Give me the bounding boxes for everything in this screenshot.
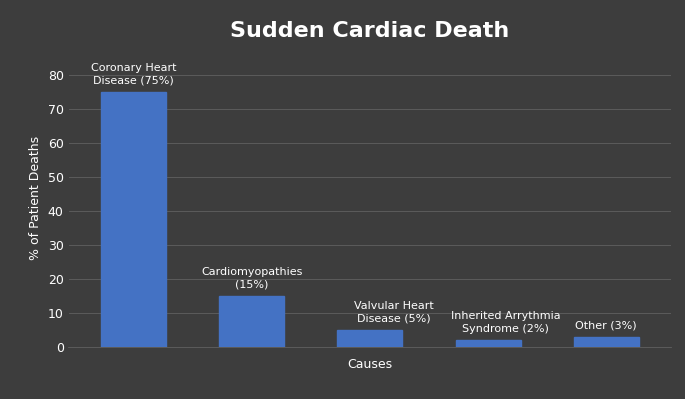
Bar: [574, 337, 639, 347]
Text: Inherited Arrythmia
Syndrome (2%): Inherited Arrythmia Syndrome (2%): [451, 311, 560, 334]
Bar: [456, 340, 521, 347]
Text: Coronary Heart
Disease (75%): Coronary Heart Disease (75%): [90, 63, 176, 85]
Text: Valvular Heart
Disease (5%): Valvular Heart Disease (5%): [353, 301, 434, 323]
Title: Sudden Cardiac Death: Sudden Cardiac Death: [230, 21, 510, 41]
Text: Cardiomyopathies
(15%): Cardiomyopathies (15%): [201, 267, 302, 289]
Bar: [338, 330, 402, 347]
Bar: [219, 296, 284, 347]
X-axis label: Causes: Causes: [347, 358, 393, 371]
Text: Other (3%): Other (3%): [575, 320, 637, 330]
Y-axis label: % of Patient Deaths: % of Patient Deaths: [29, 135, 42, 260]
Bar: [101, 92, 166, 347]
